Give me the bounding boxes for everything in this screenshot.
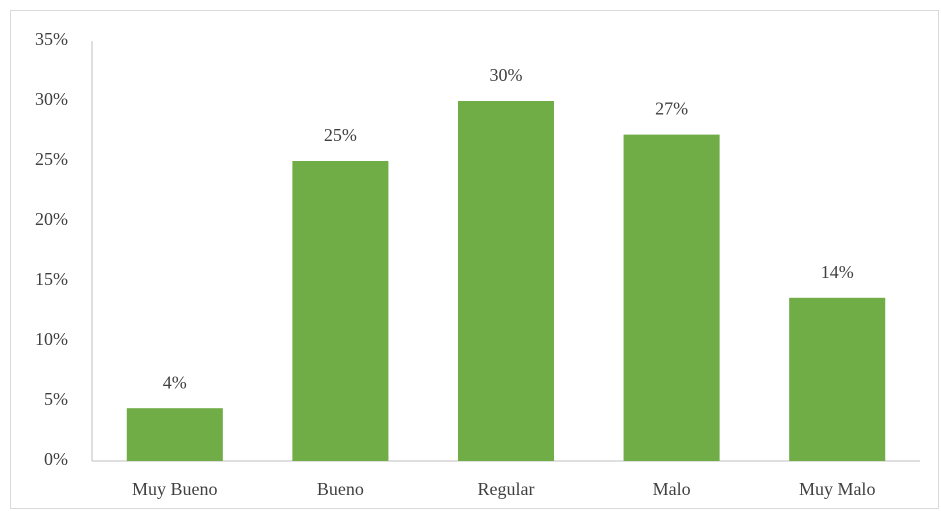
- data-label: 4%: [163, 372, 187, 392]
- y-tick-label: 35%: [35, 29, 68, 49]
- data-label: 30%: [490, 65, 523, 85]
- y-tick-label: 0%: [44, 449, 68, 469]
- data-label: 25%: [324, 125, 357, 145]
- data-label: 27%: [655, 99, 688, 119]
- y-tick-label: 15%: [35, 269, 68, 289]
- bar: [457, 101, 555, 461]
- bar: [126, 408, 223, 461]
- y-tick-label: 20%: [35, 209, 68, 229]
- x-tick-label: Bueno: [317, 479, 364, 499]
- x-tick-label: Regular: [478, 479, 535, 499]
- y-tick-label: 25%: [35, 149, 68, 169]
- y-tick-label: 5%: [44, 389, 68, 409]
- x-tick-label: Muy Bueno: [132, 479, 218, 499]
- x-tick-label: Muy Malo: [799, 479, 876, 499]
- x-tick-label: Malo: [653, 479, 691, 499]
- bar: [789, 297, 886, 461]
- y-tick-label: 10%: [35, 329, 68, 349]
- bar: [292, 161, 389, 461]
- data-label: 14%: [821, 262, 854, 282]
- bar: [623, 134, 720, 461]
- y-tick-label: 30%: [35, 89, 68, 109]
